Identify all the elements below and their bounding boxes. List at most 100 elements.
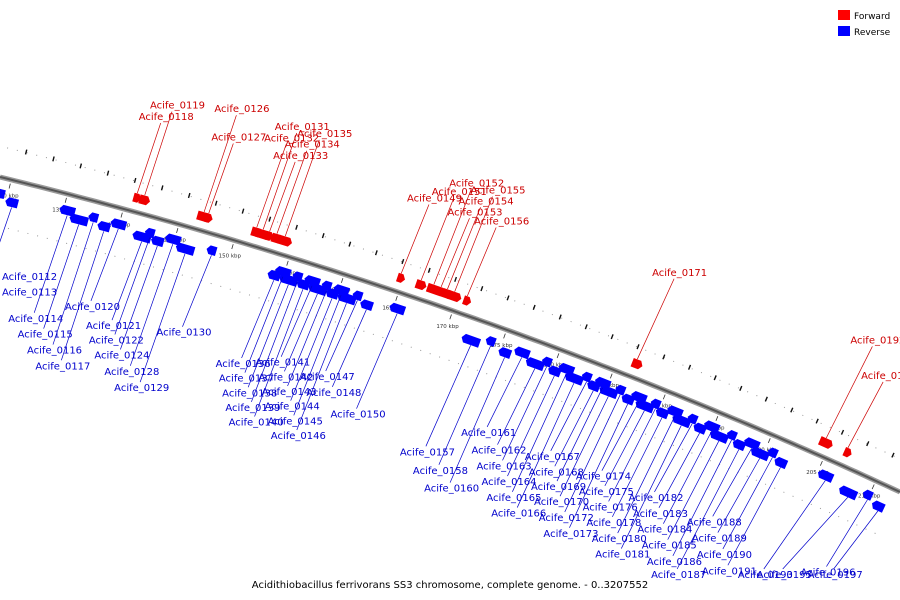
forward-leader [208,143,234,214]
reverse-leader [90,228,119,302]
forward-leader [467,227,497,297]
legend: Forward Reverse [838,10,891,38]
reverse-gene-acife_0187 [732,438,747,452]
reverse-gene-label: Acife_0114 [8,314,63,325]
track-dash [584,324,588,330]
track-dash [24,149,28,155]
forward-gene-label: Acife_0155 [470,186,525,197]
reverse-leader [676,449,740,570]
forward-gene-label: Acife_0126 [214,104,269,115]
reverse-leader [763,480,826,570]
reverse-leader [241,280,275,359]
forward-gene-label: Acife_0127 [211,132,266,143]
track-dash [427,267,431,273]
forward-gene-acife_0149 [395,272,405,283]
reverse-gene-label: Acife_0130 [156,328,211,339]
reverse-gene-label: Acife_0122 [89,335,144,346]
track-dash [815,418,819,424]
reverse-leader [658,432,700,508]
reverse-gene-label: Acife_0115 [18,330,73,341]
reverse-leader [559,396,609,497]
reverse-gene-label: Acife_0175 [579,487,634,498]
reverse-leader [120,245,158,350]
reverse-gene-acife_0130 [206,245,218,257]
reverse-leader [280,285,313,357]
gene-layer [0,188,886,513]
forward-leader [847,381,884,448]
tick-label: 190 kbp [649,404,672,410]
forward-leader [825,346,873,439]
forward-leader [276,150,308,234]
reverse-gene-label: Acife_0147 [300,372,355,383]
forward-leader [256,144,287,228]
track-dash [739,385,743,391]
reverse-gene-label: Acife_0163 [477,461,532,472]
reverse-gene-acife_0178 [655,407,670,420]
reverse-gene-label: Acife_0128 [104,367,159,378]
reverse-leader [727,467,781,566]
reverse-gene-label: Acife_0136 [216,359,271,370]
reverse-gene-label: Acife_0189 [692,534,747,545]
reverse-gene-acife_0147 [352,290,364,302]
track-dash [662,354,666,360]
reverse-gene-acife_0160 [498,347,513,359]
reverse-gene-label: Acife_0116 [27,346,82,357]
reverse-gene-label: Acife_0182 [628,493,683,504]
reverse-gene-acife_0129 [175,242,196,256]
track-dash [532,304,536,310]
forward-gene-label: Acife_0192 [850,335,900,346]
reverse-gene-acife_0150 [389,302,407,316]
reverse-gene-label: Acife_0158 [413,466,468,477]
reverse-gene-acife_0157 [461,333,482,348]
reverse-gene-label: Acife_0162 [471,446,526,457]
backbone-layer [0,147,900,536]
reverse-gene-acife_0182 [687,413,699,425]
track-dash [764,396,768,402]
tick-mark [503,333,506,339]
tick-mark [231,244,234,250]
reverse-leader [287,290,327,387]
track-dash [187,192,191,199]
reverse-leader [667,440,720,540]
track-dash [160,185,164,191]
forward-gene-label: Acife_0134 [285,140,340,151]
reverse-gene-label: Acife_0178 [586,518,641,529]
reverse-gene-acife_0175 [635,399,655,414]
reverse-gene-label: Acife_0166 [491,509,546,520]
track-dash [133,177,137,184]
reverse-leader [663,431,712,524]
reverse-leader [325,300,358,372]
reverse-gene-label: Acife_0168 [529,467,584,478]
tick-mark [715,416,719,421]
forward-gene-label: Acife_0118 [139,112,194,123]
reverse-leader [497,368,536,445]
track-dash [241,208,245,214]
backbone-line [0,176,900,493]
forward-gene-acife_0151 [414,279,427,291]
reverse-gene-label: Acife_0193 [738,570,793,581]
reverse-gene-acife_0186 [726,429,738,441]
reverse-gene-label: Acife_0138 [222,388,277,399]
forward-gene-label: Acife_0133 [273,151,328,162]
reverse-gene-acife_0161 [514,346,531,360]
reverse-gene-label: Acife_0185 [642,541,697,552]
reverse-gene-acife_0116 [88,212,100,223]
reverse-gene-acife_0185 [710,429,730,444]
reverse-leader [139,253,186,383]
reverse-leader [833,510,879,570]
reverse-leader [550,381,587,451]
reverse-gene-acife_0183 [693,422,708,435]
forward-gene-label: Acife_0135 [297,129,352,140]
reverse-leader [254,289,304,417]
reverse-gene-acife_0146 [337,291,357,306]
reverse-gene-acife_0190 [767,447,779,459]
reverse-gene-label: Acife_0172 [539,513,594,524]
forward-leader [144,111,173,196]
reverse-gene-label: Acife_0197 [808,570,863,581]
tick-label: 150 kbp [219,254,242,260]
forward-leader [637,278,675,360]
reverse-gene-acife_0176 [650,398,662,410]
track-dash [401,258,405,265]
